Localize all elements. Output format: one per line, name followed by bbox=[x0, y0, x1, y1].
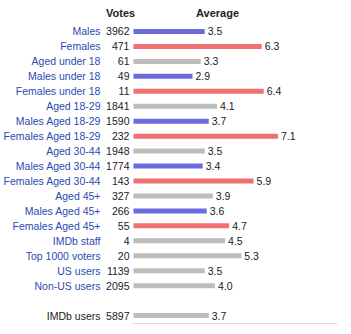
svg-text:Females Aged 45+: Females Aged 45+ bbox=[13, 220, 101, 232]
svg-text:3.5: 3.5 bbox=[208, 145, 223, 157]
svg-text:5897: 5897 bbox=[106, 310, 130, 322]
svg-text:143: 143 bbox=[112, 175, 130, 187]
svg-text:Average: Average bbox=[196, 7, 239, 19]
svg-text:3.5: 3.5 bbox=[208, 265, 223, 277]
svg-text:5.9: 5.9 bbox=[257, 175, 272, 187]
svg-text:1774: 1774 bbox=[106, 160, 130, 172]
svg-text:Males Aged 45+: Males Aged 45+ bbox=[25, 205, 101, 217]
svg-text:4: 4 bbox=[124, 235, 130, 247]
svg-text:1139: 1139 bbox=[107, 265, 130, 277]
svg-text:266: 266 bbox=[112, 205, 130, 217]
svg-text:3.6: 3.6 bbox=[210, 205, 225, 217]
svg-text:Non-US users: Non-US users bbox=[35, 280, 101, 292]
svg-text:5.3: 5.3 bbox=[244, 250, 259, 262]
svg-text:3.4: 3.4 bbox=[206, 160, 221, 172]
svg-text:IMDb users: IMDb users bbox=[47, 310, 101, 322]
svg-text:6.3: 6.3 bbox=[265, 40, 280, 52]
svg-text:6.4: 6.4 bbox=[267, 85, 282, 97]
svg-text:49: 49 bbox=[118, 70, 130, 82]
svg-text:US users: US users bbox=[57, 265, 100, 277]
svg-text:1841: 1841 bbox=[106, 100, 130, 112]
svg-text:3962: 3962 bbox=[106, 25, 130, 37]
svg-text:2.9: 2.9 bbox=[195, 70, 210, 82]
svg-text:Males under 18: Males under 18 bbox=[28, 70, 101, 82]
svg-text:3.9: 3.9 bbox=[216, 190, 231, 202]
svg-text:Males: Males bbox=[72, 25, 100, 37]
svg-text:7.1: 7.1 bbox=[281, 130, 296, 142]
svg-text:3.3: 3.3 bbox=[204, 55, 219, 67]
svg-text:Aged 18-29: Aged 18-29 bbox=[46, 100, 100, 112]
svg-text:1590: 1590 bbox=[106, 115, 130, 127]
svg-text:IMDb staff: IMDb staff bbox=[53, 235, 101, 247]
svg-text:Males Aged 18-29: Males Aged 18-29 bbox=[16, 115, 101, 127]
svg-text:Aged 30-44: Aged 30-44 bbox=[46, 145, 100, 157]
svg-text:4.5: 4.5 bbox=[228, 235, 243, 247]
svg-text:4.1: 4.1 bbox=[220, 100, 235, 112]
svg-text:Females under 18: Females under 18 bbox=[16, 85, 101, 97]
svg-text:61: 61 bbox=[118, 55, 130, 67]
svg-text:11: 11 bbox=[119, 85, 130, 97]
svg-text:4.0: 4.0 bbox=[218, 280, 233, 292]
svg-text:3.7: 3.7 bbox=[212, 115, 227, 127]
svg-text:Aged 45+: Aged 45+ bbox=[55, 190, 100, 202]
svg-text:3.5: 3.5 bbox=[208, 25, 223, 37]
svg-text:Females Aged 18-29: Females Aged 18-29 bbox=[4, 130, 101, 142]
svg-text:Aged under 18: Aged under 18 bbox=[32, 55, 101, 67]
svg-text:Top 1000 voters: Top 1000 voters bbox=[26, 250, 101, 262]
svg-text:3.7: 3.7 bbox=[212, 310, 227, 322]
svg-text:Votes: Votes bbox=[106, 7, 135, 19]
svg-text:Females: Females bbox=[60, 40, 100, 52]
svg-text:4.7: 4.7 bbox=[232, 220, 247, 232]
svg-text:471: 471 bbox=[112, 40, 130, 52]
svg-text:Females Aged 30-44: Females Aged 30-44 bbox=[4, 175, 101, 187]
svg-text:55: 55 bbox=[118, 220, 130, 232]
svg-text:20: 20 bbox=[118, 250, 130, 262]
svg-text:2095: 2095 bbox=[106, 280, 130, 292]
svg-text:1948: 1948 bbox=[106, 145, 130, 157]
svg-text:Males Aged 30-44: Males Aged 30-44 bbox=[16, 160, 101, 172]
svg-text:327: 327 bbox=[112, 190, 130, 202]
svg-text:232: 232 bbox=[112, 130, 130, 142]
